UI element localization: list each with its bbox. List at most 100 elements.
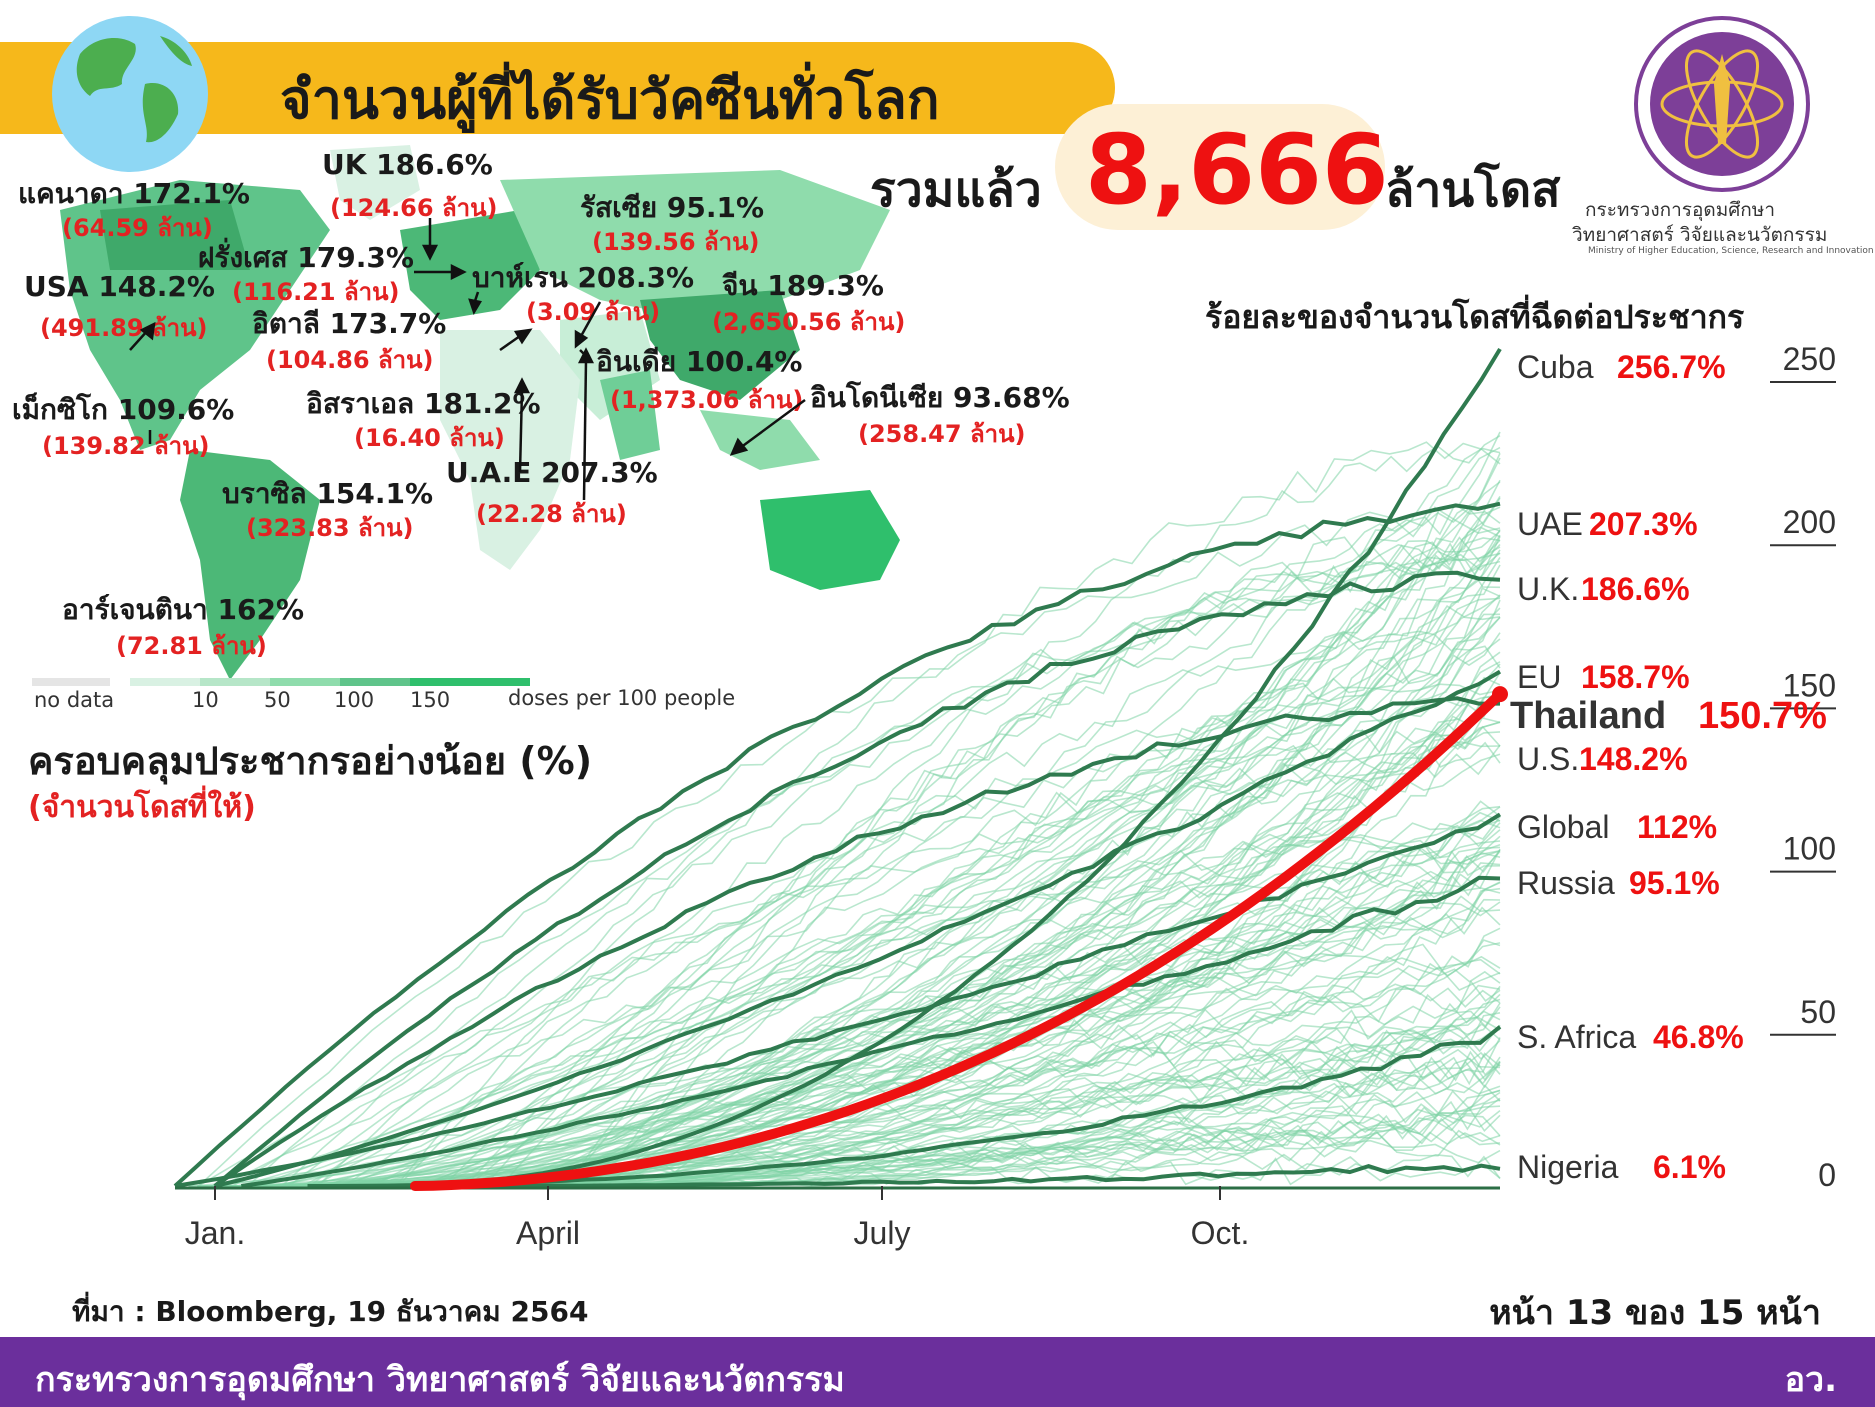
legend-tick-10: 10 bbox=[192, 688, 219, 712]
total-suffix: ล้านโดส bbox=[1385, 162, 1561, 218]
background-country-line bbox=[460, 599, 1501, 1187]
label-israel: อิสราเอล 181.2% bbox=[306, 387, 541, 420]
background-country-line bbox=[232, 721, 1501, 1187]
legend-unit: doses per 100 people bbox=[508, 686, 736, 710]
label-uk-sub: (124.66 ล้าน) bbox=[330, 194, 498, 222]
series-name-7: Russia bbox=[1517, 865, 1615, 901]
total-pill bbox=[1055, 104, 1385, 230]
background-country-line bbox=[308, 693, 1501, 1187]
y-tick-label: 200 bbox=[1783, 504, 1836, 540]
page-number: หน้า 13 ของ 15 หน้า bbox=[1489, 1293, 1821, 1333]
total-doses-value: 8,666 bbox=[1085, 114, 1389, 226]
background-country-line bbox=[385, 955, 1501, 1187]
background-country-line bbox=[288, 683, 1501, 1187]
series-line-6 bbox=[174, 812, 1502, 1188]
x-tick-label: Jan. bbox=[185, 1215, 245, 1251]
legend-tick-50: 50 bbox=[264, 688, 291, 712]
background-country-line bbox=[217, 597, 1501, 1187]
label-uae-sub: (22.28 ล้าน) bbox=[476, 500, 627, 528]
background-country-line bbox=[395, 441, 1501, 1187]
background-country-line bbox=[597, 503, 1501, 1187]
label-uae: U.A.E 207.3% bbox=[446, 456, 658, 489]
x-tick-label: April bbox=[516, 1215, 580, 1251]
label-mexico: เม็กซิโก 109.6% bbox=[12, 393, 235, 426]
background-country-line bbox=[197, 744, 1501, 1187]
series-name-9: Nigeria bbox=[1517, 1149, 1619, 1185]
series-name-2: U.K. bbox=[1517, 571, 1579, 607]
label-brazil-sub: (323.83 ล้าน) bbox=[246, 514, 414, 542]
background-country-line bbox=[436, 717, 1501, 1187]
y-tick-label: 0 bbox=[1818, 1157, 1836, 1193]
label-argentina: อาร์เจนตินา 162% bbox=[62, 593, 304, 626]
series-name-6: Global bbox=[1517, 809, 1610, 845]
logo-text-line1: กระทรวงการอุดมศึกษา bbox=[1585, 199, 1775, 221]
background-country-line bbox=[500, 542, 1501, 1187]
label-indonesia-sub: (258.47 ล้าน) bbox=[858, 420, 1026, 448]
series-name-1: UAE bbox=[1517, 506, 1583, 542]
series-value-7: 95.1% bbox=[1629, 865, 1720, 901]
label-mexico-sub: (139.82 ล้าน) bbox=[42, 432, 210, 460]
x-tick-label: Oct. bbox=[1191, 1215, 1250, 1251]
footer-ministry: กระทรวงการอุดมศึกษา วิทยาศาสตร์ วิจัยและ… bbox=[35, 1360, 845, 1400]
background-country-line bbox=[329, 895, 1501, 1187]
label-russia-sub: (139.56 ล้าน) bbox=[592, 228, 760, 256]
background-country-line bbox=[566, 507, 1501, 1187]
y-tick-label: 100 bbox=[1783, 831, 1836, 867]
series-line-7 bbox=[241, 875, 1501, 1188]
background-country-line bbox=[605, 881, 1501, 1187]
series-name-4: Thailand bbox=[1510, 695, 1666, 737]
series-line-5 bbox=[213, 696, 1500, 1188]
background-country-line bbox=[528, 731, 1501, 1187]
label-argentina-sub: (72.81 ล้าน) bbox=[116, 632, 267, 660]
coverage-title: ครอบคลุมประชากรอย่างน้อย (%) bbox=[28, 739, 593, 783]
background-country-line bbox=[605, 741, 1501, 1187]
series-line-9 bbox=[373, 1163, 1501, 1188]
label-india-sub: (1,373.06 ล้าน) bbox=[610, 386, 804, 414]
series-value-3: 158.7% bbox=[1581, 659, 1690, 695]
label-france-sub: (116.21 ล้าน) bbox=[232, 278, 400, 306]
series-name-8: S. Africa bbox=[1517, 1019, 1636, 1055]
background-country-line bbox=[530, 564, 1501, 1187]
background-country-line bbox=[418, 506, 1501, 1187]
legend-tick-100: 100 bbox=[334, 688, 375, 712]
series-name-3: EU bbox=[1517, 659, 1561, 695]
label-canada-sub: (64.59 ล้าน) bbox=[62, 214, 213, 242]
logo-text-line2: วิทยาศาสตร์ วิจัยและนวัตกรรม bbox=[1572, 224, 1828, 246]
total-prefix: รวมแล้ว bbox=[870, 162, 1042, 218]
chart-title: ร้อยละของจำนวนโดสที่ฉีดต่อประชากร bbox=[1205, 298, 1745, 336]
label-france: ฝรั่งเศส 179.3% bbox=[198, 241, 414, 274]
series-value-2: 186.6% bbox=[1581, 571, 1690, 607]
logo-text-english: Ministry of Higher Education, Science, R… bbox=[1588, 246, 1874, 256]
background-country-line bbox=[296, 607, 1501, 1187]
label-italy: อิตาลี 173.7% bbox=[252, 307, 447, 340]
label-china-sub: (2,650.56 ล้าน) bbox=[712, 308, 906, 336]
label-indonesia: อินโดนีเซีย 93.68% bbox=[810, 381, 1070, 414]
thailand-line bbox=[410, 689, 1505, 1191]
label-uk: UK 186.6% bbox=[322, 148, 493, 181]
label-india: อินเดีย 100.4% bbox=[596, 345, 803, 378]
label-usa: USA 148.2% bbox=[24, 270, 215, 303]
background-country-line bbox=[216, 452, 1501, 1187]
y-tick-label: 150 bbox=[1783, 667, 1836, 703]
background-country-line bbox=[300, 811, 1501, 1187]
label-china: จีน 189.3% bbox=[722, 269, 884, 302]
world-map bbox=[60, 145, 900, 680]
series-line-3 bbox=[214, 669, 1502, 1188]
ministry-logo bbox=[1634, 16, 1810, 192]
background-country-line bbox=[524, 687, 1501, 1187]
series-value-6: 112% bbox=[1637, 809, 1717, 845]
label-israel-sub: (16.40 ล้าน) bbox=[354, 424, 505, 452]
label-usa-sub: (491.89 ล้าน) bbox=[40, 314, 208, 342]
globe-icon bbox=[52, 16, 208, 172]
background-country-line bbox=[566, 1106, 1501, 1187]
series-line-2 bbox=[213, 570, 1501, 1188]
label-italy-sub: (104.86 ล้าน) bbox=[266, 346, 434, 374]
label-brazil: บราซิล 154.1% bbox=[222, 477, 434, 510]
series-value-9: 6.1% bbox=[1653, 1149, 1726, 1185]
label-canada: แคนาดา 172.1% bbox=[18, 177, 250, 210]
background-country-line bbox=[631, 980, 1501, 1187]
background-country-line bbox=[553, 1089, 1501, 1187]
background-country-line bbox=[442, 605, 1501, 1187]
background-country-line bbox=[466, 725, 1501, 1187]
